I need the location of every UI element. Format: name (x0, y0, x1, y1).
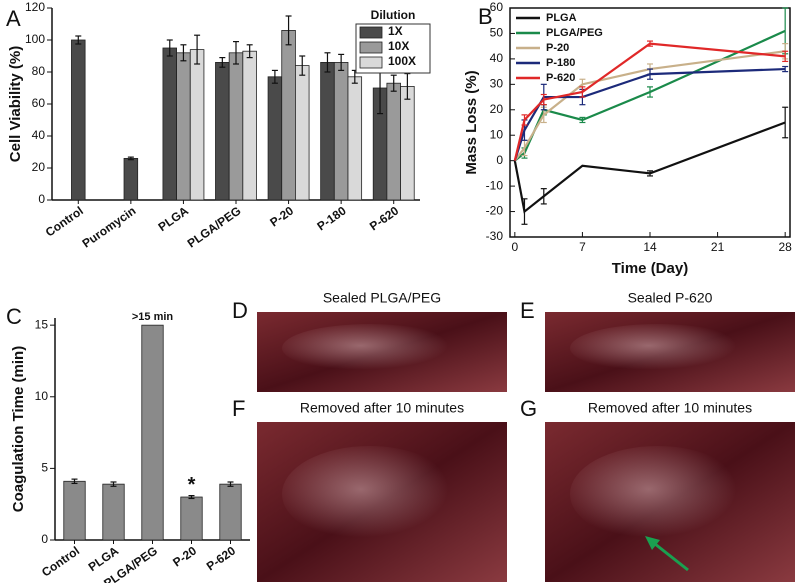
bar (176, 52, 191, 201)
photo-highlight (282, 446, 457, 542)
arrow (649, 538, 689, 572)
series-line (513, 42, 786, 161)
x-tick-label: Control (39, 544, 82, 580)
y-axis-label: Mass Loss (%) (463, 70, 480, 174)
x-tick-label: P-620 (367, 203, 402, 233)
annotation: >15 min (132, 311, 174, 323)
y-tick-label: 80 (32, 64, 46, 78)
panel-label: D (232, 298, 248, 323)
bar (228, 52, 244, 201)
panel-label: A (6, 6, 21, 31)
y-tick-label: 0 (41, 532, 48, 546)
bar (219, 483, 242, 541)
legend-label: P-20 (546, 42, 569, 54)
y-tick-label: 0 (38, 192, 45, 206)
bar (180, 496, 203, 541)
bar (281, 29, 296, 201)
panel-label: E (520, 298, 535, 323)
series-line (513, 67, 786, 161)
x-tick-label: PLGA (156, 203, 192, 234)
bar (295, 65, 310, 201)
photo-caption: Removed after 10 minutes (300, 400, 464, 416)
bar (63, 480, 86, 541)
y-tick-label: 120 (25, 0, 45, 14)
legend-title: Dilution (371, 8, 416, 22)
photo-caption: Removed after 10 minutes (588, 400, 752, 416)
bar (347, 76, 363, 201)
y-tick-label: 10 (490, 127, 504, 141)
legend-swatch (359, 26, 383, 39)
x-tick-label: Control (43, 204, 86, 240)
y-tick-label: 30 (490, 77, 504, 91)
bar (333, 62, 349, 201)
panel-label: F (232, 396, 245, 421)
y-tick-label: 50 (490, 26, 504, 40)
bar (189, 49, 205, 201)
y-tick-label: -20 (486, 204, 504, 218)
legend-label: 1X (388, 24, 403, 38)
photo-highlight (570, 324, 745, 372)
series-line (513, 50, 786, 162)
legend-label: PLGA (546, 12, 577, 24)
x-tick-label: P-620 (204, 543, 239, 573)
x-tick-label: 7 (579, 240, 586, 254)
bar (386, 82, 401, 201)
photo-highlight (282, 324, 457, 372)
y-axis-label: Coagulation Time (min) (10, 346, 27, 512)
panel-label: B (478, 4, 493, 29)
x-tick-label: 0 (511, 240, 518, 254)
y-tick-label: -30 (486, 229, 504, 243)
bar (102, 483, 125, 541)
x-axis-label: Time (Day) (612, 260, 688, 277)
legend-label: P-180 (546, 57, 575, 69)
x-tick-label: PLGA/PEG (185, 204, 244, 251)
bar (71, 39, 86, 201)
legend-label: 100X (388, 54, 416, 68)
bar (267, 76, 283, 201)
bar (162, 47, 177, 201)
series-line (513, 121, 786, 214)
legend-label: PLGA/PEG (546, 27, 603, 39)
legend-label: P-620 (546, 72, 575, 84)
bar (242, 50, 257, 201)
series-line (514, 29, 786, 162)
y-tick-label: 60 (32, 96, 46, 110)
x-tick-label: 21 (711, 240, 725, 254)
y-tick-label: 20 (490, 102, 504, 116)
legend-swatch (359, 56, 383, 69)
y-tick-label: 15 (35, 317, 49, 331)
panel-label: G (520, 396, 537, 421)
x-tick-label: 14 (643, 240, 657, 254)
y-tick-label: 40 (32, 128, 46, 142)
x-tick-label: P-20 (170, 543, 199, 569)
x-tick-label: 28 (778, 240, 792, 254)
x-tick-label: P-20 (267, 203, 296, 229)
y-tick-label: 5 (41, 461, 48, 475)
bar (215, 62, 230, 201)
bar (400, 86, 415, 201)
y-axis-label: Cell Viability (%) (7, 46, 24, 162)
bar (123, 157, 139, 201)
bar (320, 62, 335, 201)
annotation: * (188, 474, 196, 496)
legend-label: 10X (388, 39, 409, 53)
bar (141, 324, 164, 541)
y-tick-label: -10 (486, 178, 504, 192)
y-tick-label: 20 (32, 160, 46, 174)
y-tick-label: 40 (490, 51, 504, 65)
photo-caption: Sealed PLGA/PEG (323, 290, 441, 306)
panel-label: C (6, 304, 22, 329)
photo-caption: Sealed P-620 (628, 290, 713, 306)
legend-swatch (359, 41, 383, 54)
y-tick-label: 100 (25, 32, 45, 46)
arrow-head (645, 536, 660, 550)
x-tick-label: Puromycin (80, 204, 139, 251)
y-tick-label: 0 (496, 153, 503, 167)
y-tick-label: 60 (490, 0, 504, 14)
x-tick-label: P-180 (314, 203, 349, 233)
photo-highlight (570, 446, 745, 542)
y-tick-label: 10 (35, 389, 49, 403)
